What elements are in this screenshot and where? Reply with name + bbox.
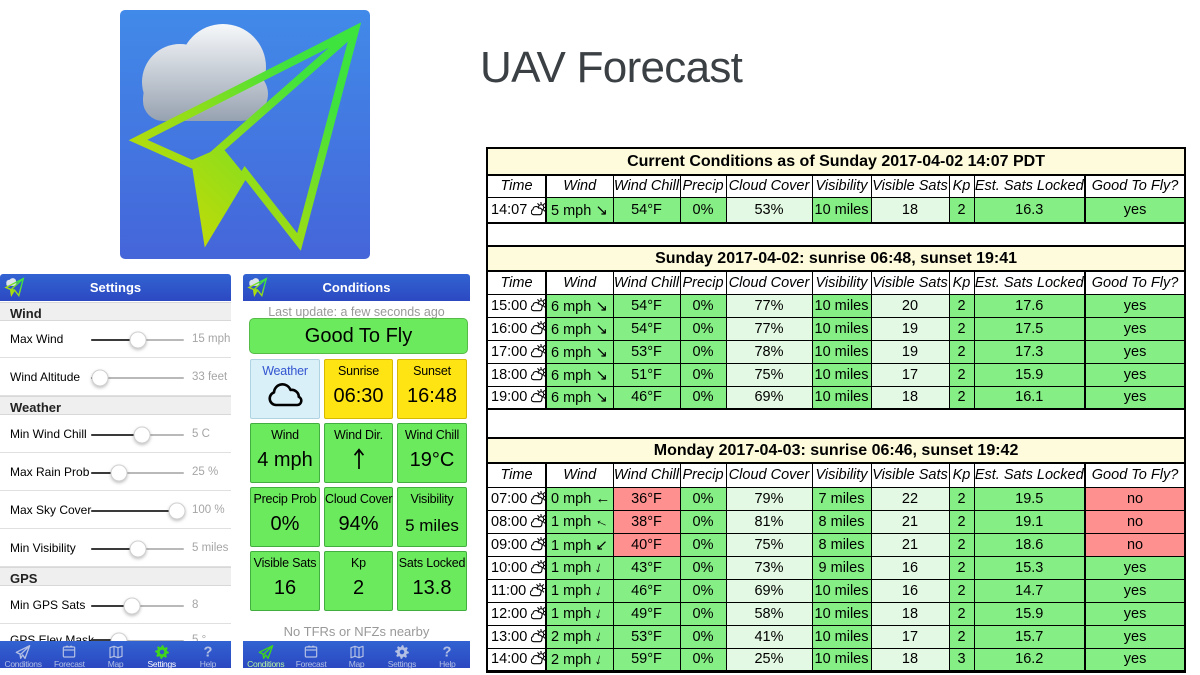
svg-text:?: ? <box>443 645 452 660</box>
svg-text:?: ? <box>203 645 212 660</box>
